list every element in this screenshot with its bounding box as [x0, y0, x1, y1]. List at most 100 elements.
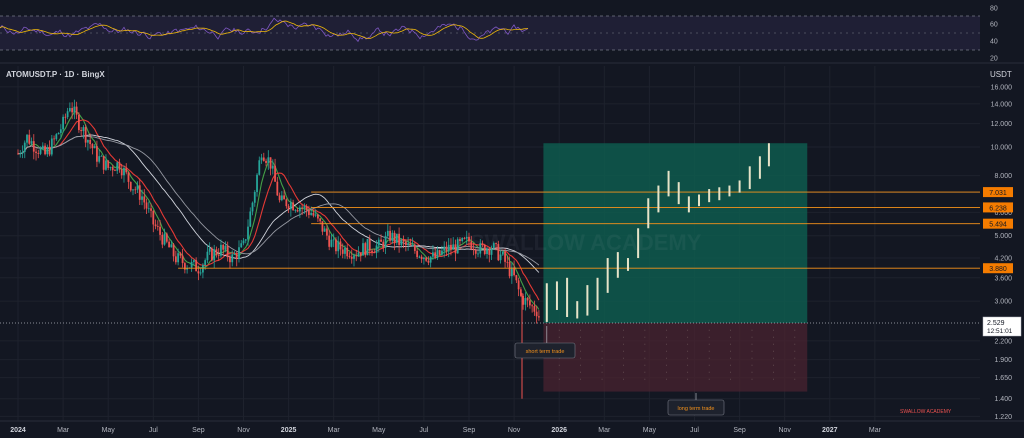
price-countdown: 12:51:01 — [987, 328, 1013, 335]
candle-up — [452, 244, 455, 250]
candle-up — [375, 245, 378, 253]
candle-down — [276, 181, 279, 196]
candle-up — [253, 191, 256, 203]
projection-bar — [626, 258, 629, 271]
candle-up — [190, 261, 193, 268]
rsi-tick-label: 60 — [990, 22, 998, 29]
candle-up — [231, 254, 234, 263]
candle-down — [355, 255, 358, 257]
price-tick-label: 1.650 — [994, 375, 1012, 382]
long-term-callout[interactable]: long term trade — [667, 393, 725, 416]
candle-down — [17, 153, 19, 155]
candle-down — [504, 251, 506, 262]
candle-up — [170, 244, 173, 248]
candle-up — [66, 111, 69, 118]
candle-up — [55, 134, 58, 140]
candle-down — [217, 255, 220, 256]
short-term-callout[interactable]: short term trade — [514, 326, 576, 359]
candle-down — [416, 250, 419, 258]
projection-bar — [687, 196, 690, 213]
candle-down — [156, 226, 159, 227]
time-tick-label: Jul — [149, 427, 158, 434]
candle-down — [470, 241, 473, 249]
candle-up — [314, 214, 317, 216]
candle-down — [211, 248, 213, 261]
price-tick-label: 3.600 — [994, 275, 1012, 282]
candle-up — [441, 250, 443, 255]
candle-down — [522, 295, 525, 305]
price-tick-label: 1.220 — [994, 414, 1012, 421]
candle-down — [319, 218, 322, 222]
candle-up — [344, 247, 346, 254]
projection-bar — [677, 182, 680, 205]
candle-down — [526, 298, 529, 301]
candle-down — [172, 244, 175, 257]
candle-up — [220, 244, 222, 256]
candle-down — [538, 316, 540, 318]
short-term-callout-label: short term trade — [526, 349, 565, 355]
symbol-label[interactable]: ATOMUSDT.P · 1D · BingX — [6, 70, 105, 79]
candle-up — [524, 298, 527, 305]
candle-up — [465, 236, 468, 239]
candle-down — [229, 257, 231, 263]
candle-down — [434, 252, 437, 259]
candle-down — [111, 167, 114, 171]
candle-down — [37, 152, 40, 154]
candle-down — [168, 241, 170, 248]
candle-down — [181, 255, 184, 264]
candle-up — [461, 237, 464, 242]
candle-down — [285, 199, 288, 207]
time-tick-label: Mar — [328, 427, 341, 434]
candle-up — [289, 202, 292, 210]
candle-down — [517, 280, 520, 290]
callout-box — [667, 399, 725, 416]
candle-up — [249, 211, 252, 227]
candle-down — [283, 195, 285, 200]
candle-down — [409, 243, 412, 246]
candle-up — [213, 249, 216, 261]
candle-down — [53, 138, 55, 140]
candle-up — [260, 157, 263, 161]
candle-up — [332, 239, 335, 241]
candle-down — [64, 116, 67, 118]
rsi-tick-label: 80 — [990, 6, 998, 13]
projection-bar — [576, 301, 579, 319]
candle-down — [96, 146, 98, 162]
projection-bar — [647, 198, 650, 229]
candle-up — [362, 243, 364, 256]
candle-down — [533, 305, 536, 312]
candle-up — [59, 129, 62, 133]
candle-down — [519, 289, 522, 296]
candle-up — [490, 248, 493, 255]
candle-down — [380, 239, 382, 242]
candle-up — [26, 134, 28, 143]
rsi-ma-line — [0, 20, 529, 39]
candle-up — [330, 239, 333, 247]
candle-down — [483, 244, 486, 255]
candle-down — [413, 244, 416, 251]
candle-down — [389, 230, 391, 241]
stop-zone — [543, 323, 808, 392]
candle-down — [508, 261, 511, 277]
candle-down — [35, 151, 37, 153]
candle-up — [337, 241, 340, 252]
candle-up — [242, 240, 245, 244]
time-axis[interactable]: 2024 Mar May Jul Sep Nov 2025 Mar May Jul Sep Nov 20… — [10, 427, 881, 434]
candle-down — [312, 213, 315, 216]
candle-down — [335, 239, 337, 252]
time-tick-label: May — [643, 427, 657, 434]
candle-down — [91, 144, 94, 149]
level-tag: 3.880 — [983, 263, 1013, 274]
projection-bar — [616, 252, 619, 278]
candle-down — [459, 239, 461, 242]
price-panel[interactable]: ATOMUSDT.P · 1D · BingX USDT SWALLOW ACA… — [0, 66, 1012, 421]
candle-down — [235, 254, 238, 260]
candle-up — [57, 132, 60, 135]
candle-up — [298, 207, 301, 212]
long-term-callout-label: long term trade — [678, 406, 715, 412]
candle-up — [87, 140, 89, 143]
time-tick-label: Jul — [690, 427, 699, 434]
price-tick-label: 12.000 — [991, 121, 1013, 128]
